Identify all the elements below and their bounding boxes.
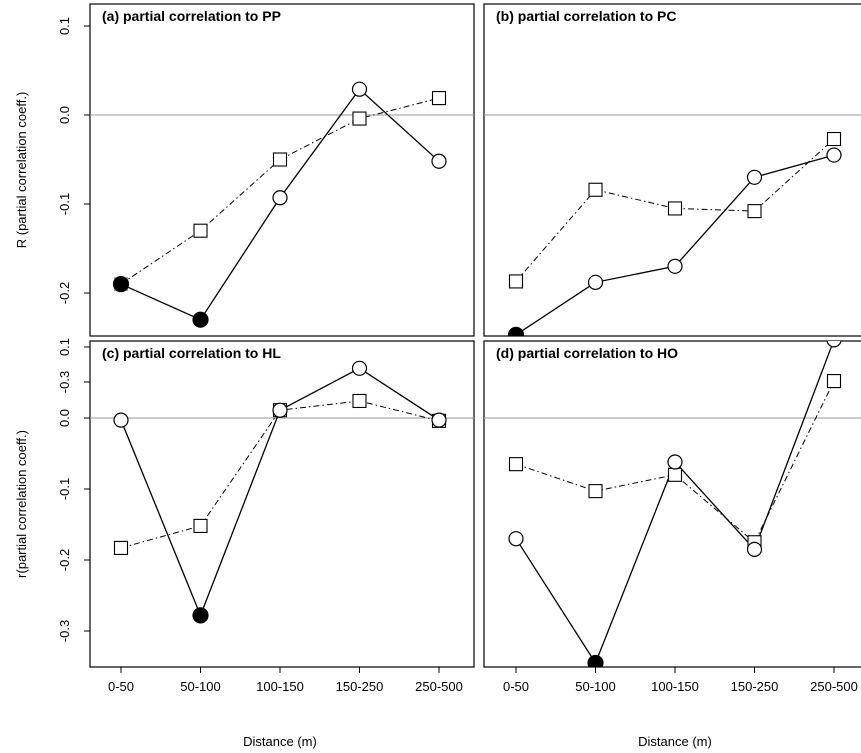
data-point-square [826, 374, 842, 389]
panel-1: (a) partial correlation to PP 0.1 0.0 -0.1 -… [14, 3, 475, 393]
data-point-circle [272, 190, 288, 206]
data-point-circle [667, 454, 683, 470]
series-line-squares [120, 97, 440, 285]
x-tick-label: 50-100 [575, 679, 615, 694]
x-tick-label: 100-150 [651, 679, 699, 694]
panel-data [112, 81, 447, 328]
y-tick-label: 0.0 [57, 409, 72, 427]
panel-title: (d) partial correlation to HO [496, 345, 678, 361]
data-point-circle [351, 360, 368, 376]
y-tick-label: -0.2 [57, 549, 72, 571]
data-point-square [826, 131, 842, 147]
panel-frame [483, 3, 861, 337]
x-tick-label: 250-500 [415, 679, 463, 694]
panel-3: (c) partial correlation to HL 0.1 0.0 -0.1 -… [14, 338, 475, 694]
data-point-square [193, 518, 208, 533]
data-point-circle [507, 326, 525, 336]
data-point-circle [112, 276, 130, 293]
data-point-circle [826, 341, 842, 348]
data-point-square [272, 152, 288, 167]
y-axis-label: r(partial correlation coeff.) [14, 430, 29, 578]
data-point-circle [113, 412, 129, 428]
data-point-circle [667, 258, 683, 274]
data-point-circle [351, 81, 368, 97]
panel-data [113, 360, 447, 624]
x-axis-label-right: Distance (m) [638, 734, 712, 749]
panel-title: (a) partial correlation to PP [102, 8, 281, 24]
data-point-square [667, 201, 683, 216]
series-line-squares [120, 400, 440, 549]
x-tick-label: 100-150 [256, 679, 304, 694]
x-tick-label: 150-250 [731, 679, 779, 694]
data-point-circle [431, 153, 447, 169]
data-point-circle [587, 274, 604, 290]
y-axis-label: R (partial correlation coeff.) [14, 92, 29, 249]
panels: (a) partial correlation to PP 0.1 0.0 -0.1 -… [14, 3, 861, 694]
data-point-circle [192, 311, 209, 328]
panel-frame [89, 3, 475, 337]
data-point-square [588, 182, 603, 197]
data-point-circle [192, 607, 209, 624]
data-point-circle [431, 412, 447, 428]
y-tick-label: -0.3 [57, 371, 72, 393]
data-point-circle [272, 402, 288, 418]
x-tick-label: 250-500 [810, 679, 858, 694]
series-line-circles [515, 341, 835, 665]
y-tick-label: -0.3 [57, 620, 72, 642]
panel-title: (c) partial correlation to HL [102, 345, 281, 361]
data-point-circle [746, 169, 763, 185]
panel-title: (b) partial correlation to PC [496, 8, 676, 24]
data-point-square [508, 274, 524, 289]
panel-frame [89, 340, 475, 668]
x-tick-label: 150-250 [336, 679, 384, 694]
y-tick-label: -0.2 [57, 282, 72, 304]
data-point-circle [587, 654, 604, 667]
y-tick-label: 0.0 [57, 106, 72, 124]
data-point-square [508, 457, 524, 472]
data-point-circle [508, 531, 524, 547]
panel-4: (d) partial correlation to HO 0-50 50-100 1… [483, 340, 861, 694]
panel-frame [483, 340, 861, 668]
y-tick-label: -0.1 [57, 193, 72, 215]
data-point-square [431, 91, 447, 106]
x-tick-label: 0-50 [503, 679, 529, 694]
data-point-square [667, 467, 683, 482]
x-axis-label-left: Distance (m) [243, 734, 317, 749]
panel-2: (b) partial correlation to PC [483, 3, 861, 337]
x-tick-label: 50-100 [180, 679, 220, 694]
panel-data [508, 341, 842, 667]
data-point-square [352, 111, 367, 126]
data-point-square [352, 393, 367, 409]
y-tick-label: 0.1 [57, 17, 72, 35]
y-tick-label: 0.1 [57, 338, 72, 356]
data-point-square [113, 540, 129, 555]
data-point-circle [826, 147, 842, 163]
data-point-square [193, 223, 208, 238]
data-point-square [747, 204, 762, 219]
panel-data [507, 131, 842, 336]
data-point-circle [746, 541, 763, 557]
data-point-square [588, 484, 603, 499]
y-tick-label: -0.1 [57, 478, 72, 500]
x-tick-label: 0-50 [108, 679, 134, 694]
